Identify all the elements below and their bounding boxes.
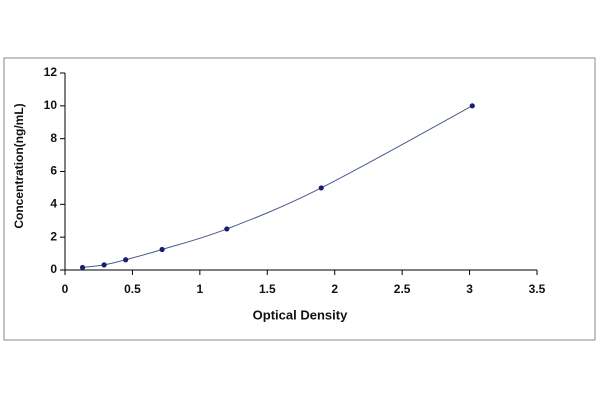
- x-axis-title: Optical Density: [253, 307, 348, 322]
- x-tick-label: 1.5: [259, 282, 276, 296]
- data-point: [123, 257, 129, 263]
- chart-frame: [3, 57, 596, 341]
- data-point: [159, 246, 165, 253]
- y-tick-label: 2: [50, 229, 57, 243]
- data-point: [79, 264, 86, 271]
- y-tick-label: 6: [50, 164, 57, 178]
- x-tick-label: 3.5: [529, 282, 546, 296]
- data-point: [224, 226, 230, 232]
- data-point: [469, 103, 475, 109]
- y-tick-label: 12: [44, 65, 58, 79]
- y-tick-label: 8: [50, 131, 57, 145]
- data-point: [318, 185, 324, 191]
- y-tick-label: 10: [44, 98, 58, 112]
- y-tick-label: 0: [50, 262, 57, 276]
- x-tick-label: 1: [197, 282, 204, 296]
- y-axis-title: Concentration(ng/mL): [12, 103, 26, 228]
- x-tick-label: 0: [62, 282, 69, 296]
- data-point: [101, 262, 107, 268]
- x-tick-label: 3: [466, 282, 473, 296]
- x-tick-label: 0.5: [124, 282, 141, 296]
- y-tick-label: 4: [50, 197, 57, 211]
- x-tick-label: 2.5: [394, 282, 411, 296]
- x-tick-label: 2: [331, 282, 338, 296]
